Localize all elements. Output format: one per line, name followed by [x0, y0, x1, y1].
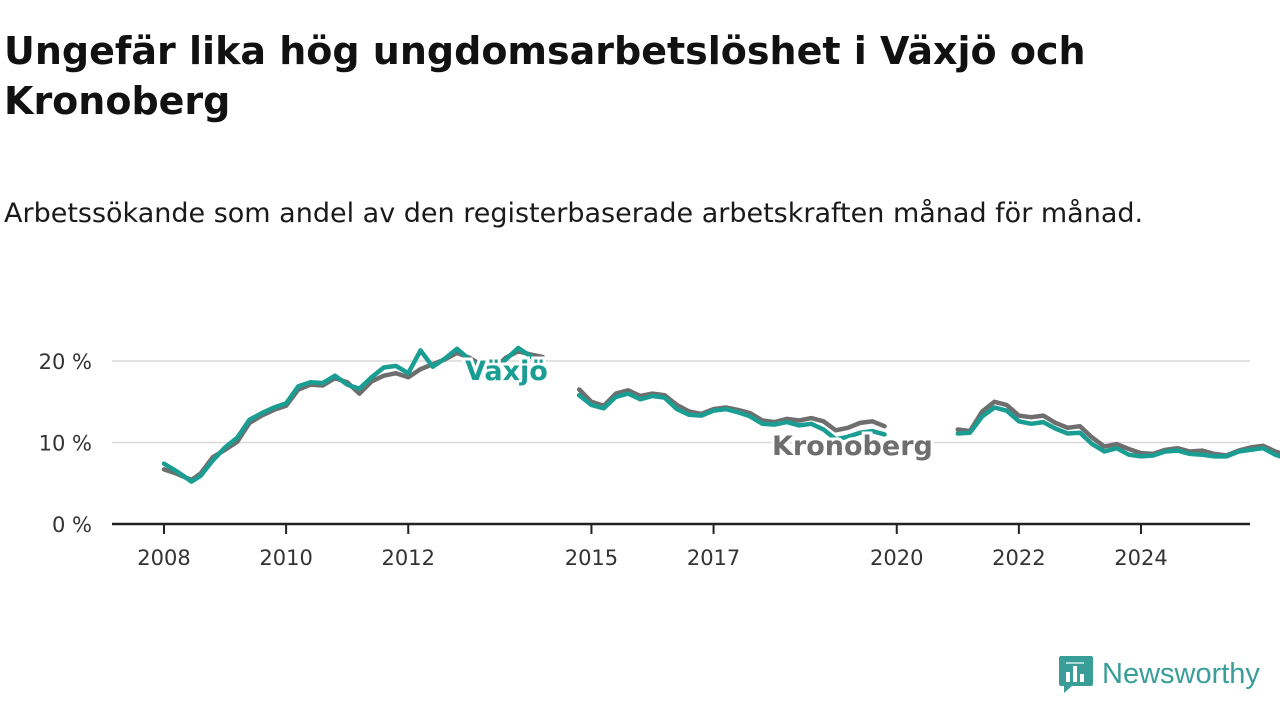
series-line-v-xj-: [576, 391, 887, 442]
chart-title: Ungefär lika hög ungdomsarbetslöshet i V…: [4, 29, 1086, 123]
label-layer: VäxjöKronoberg8,9 %: [462, 353, 936, 465]
x-tick-label: 2020: [870, 546, 923, 570]
series-line-kronoberg: [955, 399, 1280, 458]
x-tick-label: 2022: [992, 546, 1045, 570]
series-label-vaxjo: Växjö: [465, 356, 548, 387]
series-layer: [161, 345, 1280, 484]
axis-layer: 0 % 10 % 20 % 2008 2010 2012 2015 2017 2020 2022 2…: [39, 350, 1250, 570]
series-line-v-xj-: [161, 345, 545, 484]
y-tick-label: 20 %: [39, 350, 92, 374]
bar-chart-speech-bubble-icon: [1059, 656, 1093, 693]
x-tick-label: 2024: [1114, 546, 1167, 570]
y-tick-label: 0 %: [52, 513, 92, 537]
brand-name: Newsworthy: [1102, 657, 1260, 690]
y-tick-label: 10 %: [39, 432, 92, 456]
x-tick-label: 2008: [137, 546, 190, 570]
newsworthy-logo: Newsworthy: [1058, 654, 1260, 694]
x-tick-label: 2010: [259, 546, 312, 570]
x-tick-label: 2017: [687, 546, 740, 570]
series-label-kronoberg: Kronoberg: [772, 431, 933, 462]
series-line-v-xj-: [955, 405, 1280, 459]
chart-subtitle: Arbetssökande som andel av den registerb…: [4, 198, 1144, 229]
grid-layer: [112, 360, 1250, 444]
x-tick-label: 2015: [565, 546, 618, 570]
x-tick-label: 2012: [382, 546, 435, 570]
